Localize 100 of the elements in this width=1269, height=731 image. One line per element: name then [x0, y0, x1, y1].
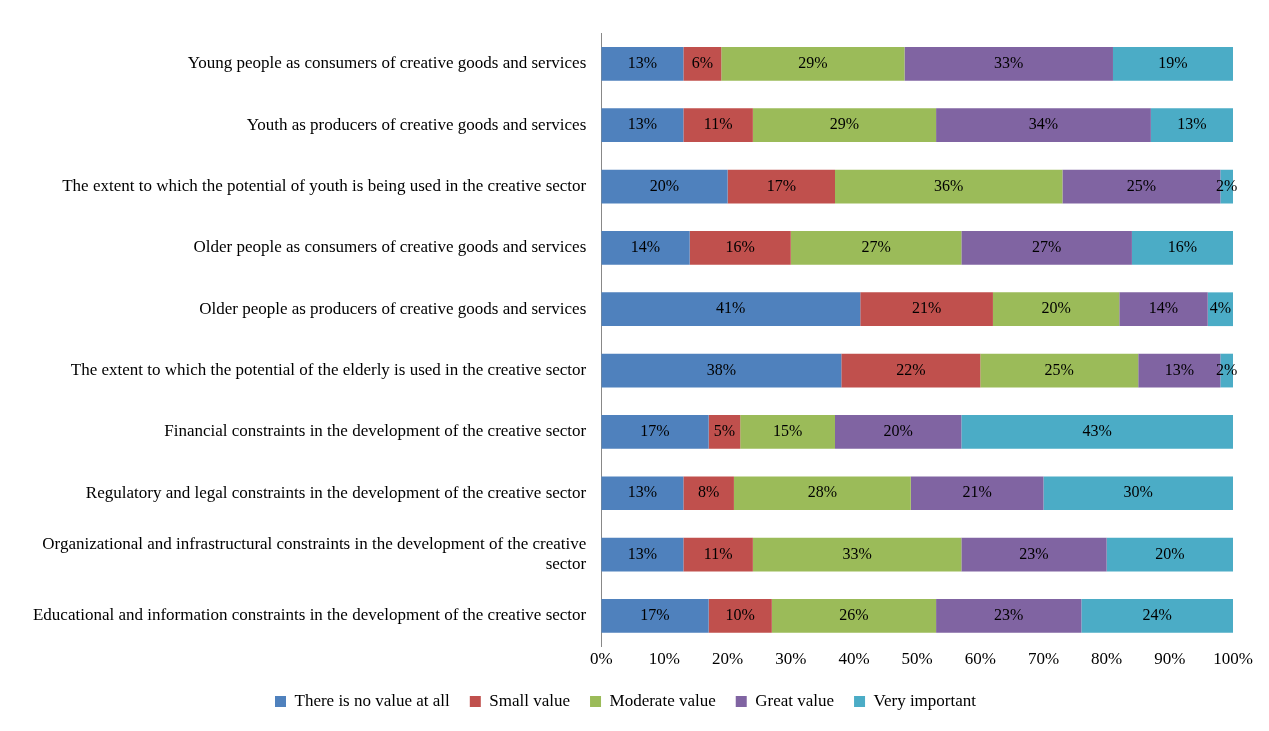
data-label: 13%: [627, 544, 657, 562]
data-label: 33%: [842, 544, 872, 562]
y-tick-label: Financial constraints in the development of the creative sector: [164, 421, 587, 441]
data-label: 13%: [1177, 115, 1207, 133]
data-label: 16%: [1167, 238, 1198, 256]
data-label: 27%: [861, 238, 891, 256]
data-label: 20%: [649, 176, 680, 194]
bar: [841, 353, 981, 388]
bar: [910, 476, 1044, 511]
data-label: 22%: [896, 360, 926, 378]
bar: [860, 292, 993, 327]
bar: [683, 476, 734, 511]
bar: [733, 476, 911, 511]
bar: [601, 231, 690, 265]
data-label: 10%: [725, 606, 755, 624]
bar: [980, 353, 1139, 388]
data-label: 23%: [994, 606, 1024, 624]
bar: [790, 231, 962, 265]
bar: [601, 415, 709, 449]
data-label: 13%: [627, 54, 657, 72]
data-label: 19%: [1158, 54, 1188, 72]
x-tick-label: 50%: [901, 649, 933, 669]
legend-label: Moderate value: [609, 690, 716, 710]
data-label: 13%: [627, 483, 657, 501]
bar: [961, 537, 1107, 572]
x-tick-label: 40%: [838, 649, 870, 669]
data-label: 20%: [883, 422, 913, 440]
x-tick-label: 100%: [1213, 649, 1253, 669]
data-label: 13%: [627, 115, 657, 133]
y-tick-label: Educational and information constraints in the development of the creative sector: [32, 605, 587, 625]
bar: [1131, 231, 1233, 265]
bar: [1119, 292, 1208, 327]
y-tick-label: Youth as producers of creative goods and services: [246, 114, 587, 134]
y-tick-label: Older people as producers of creative goods and services: [199, 298, 587, 318]
y-tick-label: Older people as consumers of creative goods and services: [193, 237, 587, 257]
data-label: 14%: [1148, 299, 1179, 317]
bar: [961, 231, 1132, 265]
y-tick-label: Regulatory and legal constraints in the development of the creative sector: [85, 482, 587, 502]
data-label: 6%: [691, 54, 713, 72]
data-label: 41%: [716, 299, 746, 317]
bar: [936, 108, 1151, 143]
data-label: 17%: [766, 176, 796, 194]
legend-label: Small value: [489, 690, 571, 710]
bar: [752, 537, 962, 572]
bar: [689, 231, 791, 265]
x-tick-label: 0%: [589, 649, 613, 669]
data-label: 24%: [1142, 606, 1172, 624]
bar: [601, 47, 684, 81]
y-tick-label: Organizational and infrastructural constraints in the development of the creative sector: [42, 533, 587, 574]
bar: [601, 537, 684, 572]
y-tick-label: The extent to which the potential of the elderly is used in the creative sector: [70, 360, 587, 380]
data-label: 17%: [640, 422, 670, 440]
data-label: 34%: [1028, 115, 1059, 133]
bar: [961, 415, 1233, 449]
bar: [740, 415, 835, 449]
bar: [936, 599, 1082, 633]
bar: [904, 47, 1113, 81]
x-tick-label: 80%: [1091, 649, 1123, 669]
bar: [601, 292, 861, 327]
data-label: 26%: [839, 606, 869, 624]
bar: [727, 169, 835, 204]
data-label: 16%: [725, 238, 755, 256]
x-tick-label: 60%: [964, 649, 996, 669]
bar: [1112, 47, 1233, 81]
data-label: 17%: [640, 606, 670, 624]
data-label: 21%: [962, 483, 992, 501]
data-label: 25%: [1044, 360, 1074, 378]
x-tick-label: 70%: [1027, 649, 1060, 669]
legend-label: There is no value at all: [294, 690, 451, 710]
data-label: 28%: [807, 483, 838, 501]
bar: [683, 537, 753, 572]
bar: [601, 169, 728, 204]
bar: [835, 415, 962, 449]
bar: [601, 599, 709, 633]
x-tick-label: 90%: [1154, 649, 1186, 669]
data-label: 15%: [772, 422, 803, 440]
data-label: 23%: [1019, 544, 1049, 562]
bar: [752, 108, 937, 143]
y-tick-label: The extent to which the potential of youth is being used in the creative sector: [62, 176, 587, 196]
data-label: 30%: [1123, 483, 1153, 501]
x-tick-label: 20%: [712, 649, 744, 669]
data-label: 36%: [934, 176, 964, 194]
bar: [835, 169, 1063, 204]
data-label: 20%: [1041, 299, 1071, 317]
bar: [1081, 599, 1233, 633]
data-label: 14%: [630, 238, 661, 256]
data-label: 11%: [703, 544, 733, 562]
bar: [708, 599, 772, 633]
bar: [1106, 537, 1233, 572]
bar: [1043, 476, 1233, 511]
data-label: 21%: [911, 299, 942, 317]
data-label: 11%: [703, 115, 733, 133]
y-tick-label: Young people as consumers of creative goods and services: [187, 53, 587, 73]
legend-label: Great value: [755, 690, 835, 710]
legend-label: Very important: [873, 690, 977, 710]
data-label: 4%: [1209, 299, 1232, 317]
bar: [601, 108, 684, 143]
data-label: 20%: [1155, 544, 1185, 562]
bar: [601, 476, 684, 511]
bar: [601, 353, 842, 388]
